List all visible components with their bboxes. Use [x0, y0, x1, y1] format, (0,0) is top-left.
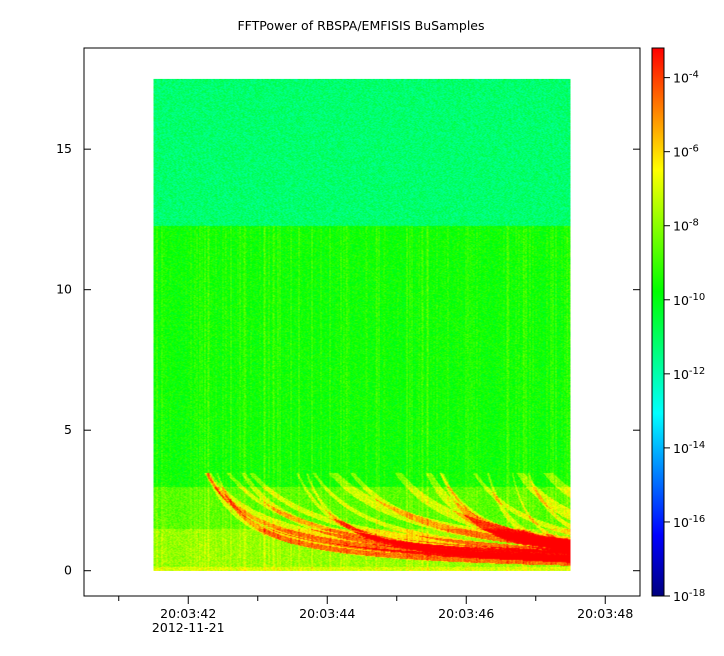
colorbar [651, 47, 665, 597]
colorbar-ticks: 10-4 10-6 10-8 10-10 10-12 10-14 10-16 10-18 [664, 70, 705, 604]
spectrogram-heatmap [153, 78, 571, 571]
colorbar-tick-label: 10-14 [673, 440, 705, 456]
y-tick-label: 5 [64, 422, 72, 437]
colorbar-tick-label: 10-10 [673, 292, 705, 308]
colorbar-tick-label: 10-4 [673, 70, 699, 86]
y-tick-label: 15 [56, 141, 72, 156]
y-tick-label: 10 [56, 282, 72, 297]
colorbar-tick-label: 10-18 [673, 588, 705, 604]
x-tick-label: 20:03:42 [160, 606, 216, 621]
colorbar-tick-label: 10-12 [673, 366, 705, 382]
y-tick-label: 0 [64, 563, 72, 578]
colorbar-tick-label: 10-16 [673, 514, 705, 530]
x-tick-label: 20:03:44 [299, 606, 355, 621]
chart-title: FFTPower of RBSPA/EMFISIS BuSamples [237, 18, 484, 33]
x-tick-label: 20:03:46 [438, 606, 494, 621]
colorbar-tick-label: 10-8 [673, 218, 699, 234]
x-tick-label: 20:03:48 [577, 606, 633, 621]
axes: 0 5 10 15 20:03:42 20:03:44 20:03:46 20:03:48 20… [56, 141, 640, 635]
spectrogram-image [153, 78, 571, 571]
colorbar-tick-label: 10-6 [673, 144, 699, 160]
x-date-label: 2012-11-21 [152, 620, 225, 635]
